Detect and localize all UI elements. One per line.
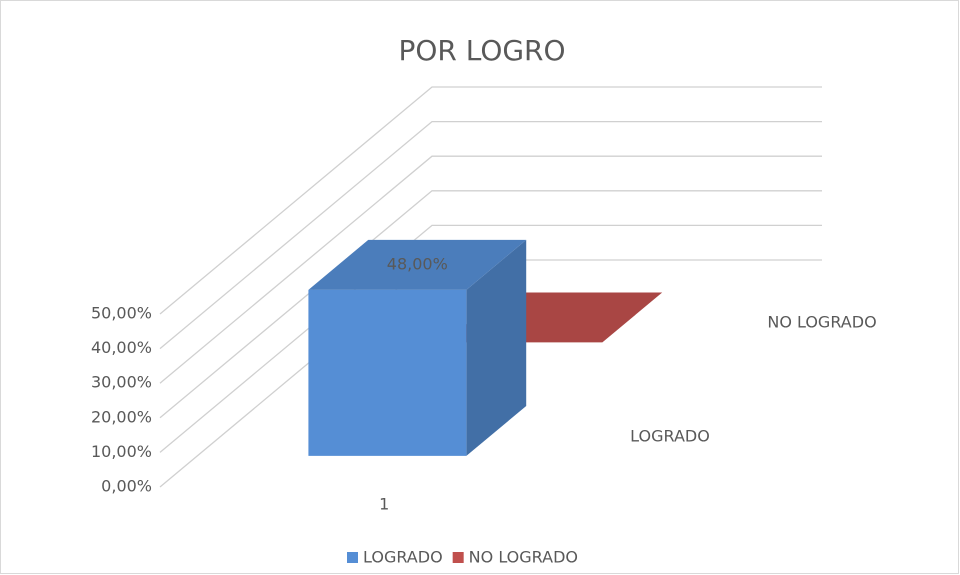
y-tick-label: 10,00% [91,442,152,461]
grid-line [159,155,822,384]
bar-top [308,239,527,290]
y-tick-label: 50,00% [91,304,152,323]
legend-swatch [347,552,358,563]
depth-axis-label: LOGRADO [630,427,710,446]
grid-line [159,224,822,453]
y-tick-label: 0,00% [101,477,152,496]
data-label: 48,00% [387,254,448,273]
bar-front [308,289,467,456]
grid-line [159,86,822,315]
bar-side [466,239,527,456]
y-tick-label: 40,00% [91,338,152,357]
y-tick-label: 30,00% [91,373,152,392]
x-tick-label: 1 [379,495,389,514]
grid-line [159,190,822,419]
y-tick-label: 20,00% [91,407,152,426]
chart-title: POR LOGRO [398,34,565,67]
depth-axis-label: NO LOGRADO [767,313,876,332]
legend-label: NO LOGRADO [469,548,578,567]
legend-label: LOGRADO [363,548,443,567]
grid-line [159,120,822,350]
legend-swatch [452,552,464,563]
